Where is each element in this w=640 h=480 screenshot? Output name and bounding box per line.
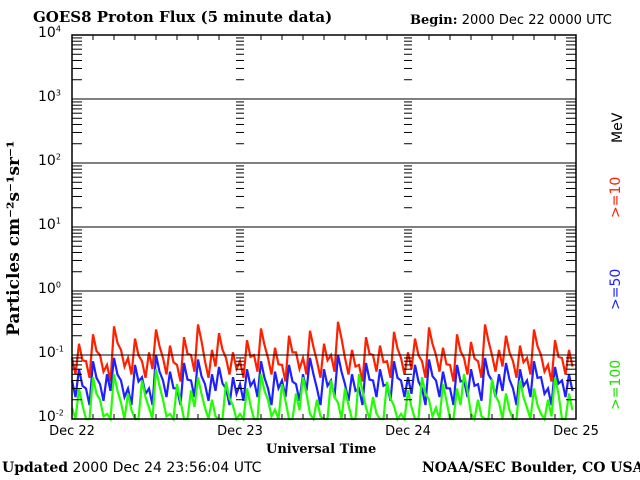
y-tick-label: 104 <box>38 24 61 42</box>
legend-ge10: >=10 <box>608 176 624 218</box>
y-tick-base: 10 <box>38 89 56 105</box>
y-tick-label: 103 <box>38 88 61 106</box>
begin-time: Begin: 2000 Dec 22 0000 UTC <box>410 13 612 29</box>
credit-text: NOAA/SEC Boulder, CO USA <box>422 460 640 476</box>
y-axis-label: Particles cm⁻²s⁻¹sr⁻¹ <box>4 140 24 336</box>
y-tick-label: 10-1 <box>38 344 64 362</box>
chart-title: GOES8 Proton Flux (5 minute data) <box>33 8 333 26</box>
updated-label: Updated <box>2 460 69 476</box>
y-tick-base: 10 <box>38 409 56 425</box>
y-tick-label: 10-2 <box>38 408 64 426</box>
y-tick-exponent: 2 <box>55 152 61 162</box>
x-tick-label: Dec 23 <box>217 424 263 439</box>
y-tick-base: 10 <box>38 281 56 297</box>
y-tick-label: 102 <box>38 152 61 170</box>
x-tick-label: Dec 24 <box>385 424 431 439</box>
y-tick-base: 10 <box>38 25 56 41</box>
legend-ge50: >=50 <box>608 268 624 310</box>
x-tick-label: Dec 22 <box>49 424 95 439</box>
updated-text: Updated 2000 Dec 24 23:56:04 UTC <box>2 460 261 477</box>
y-tick-exponent: 3 <box>55 88 61 98</box>
y-tick-exponent: -2 <box>55 408 64 418</box>
series-line-2 <box>70 368 574 423</box>
x-tick-label: Dec 25 <box>553 424 599 439</box>
begin-label: Begin: <box>410 13 458 28</box>
y-tick-exponent: 1 <box>55 216 61 226</box>
legend-ge100: >=100 <box>608 359 624 410</box>
y-tick-base: 10 <box>38 345 56 361</box>
series-line-0 <box>70 321 574 382</box>
y-tick-label: 100 <box>38 280 61 298</box>
legend-mev: MeV <box>610 112 626 143</box>
y-tick-label: 101 <box>38 216 61 234</box>
begin-value: 2000 Dec 22 0000 UTC <box>461 13 612 28</box>
y-tick-exponent: 0 <box>55 280 61 290</box>
y-tick-base: 10 <box>38 153 56 169</box>
y-tick-base: 10 <box>38 217 56 233</box>
y-tick-exponent: -1 <box>55 344 64 354</box>
updated-value: 2000 Dec 24 23:56:04 UTC <box>72 460 262 476</box>
series-line-1 <box>70 354 574 406</box>
y-tick-exponent: 4 <box>55 24 61 34</box>
x-axis-label: Universal Time <box>266 442 377 457</box>
